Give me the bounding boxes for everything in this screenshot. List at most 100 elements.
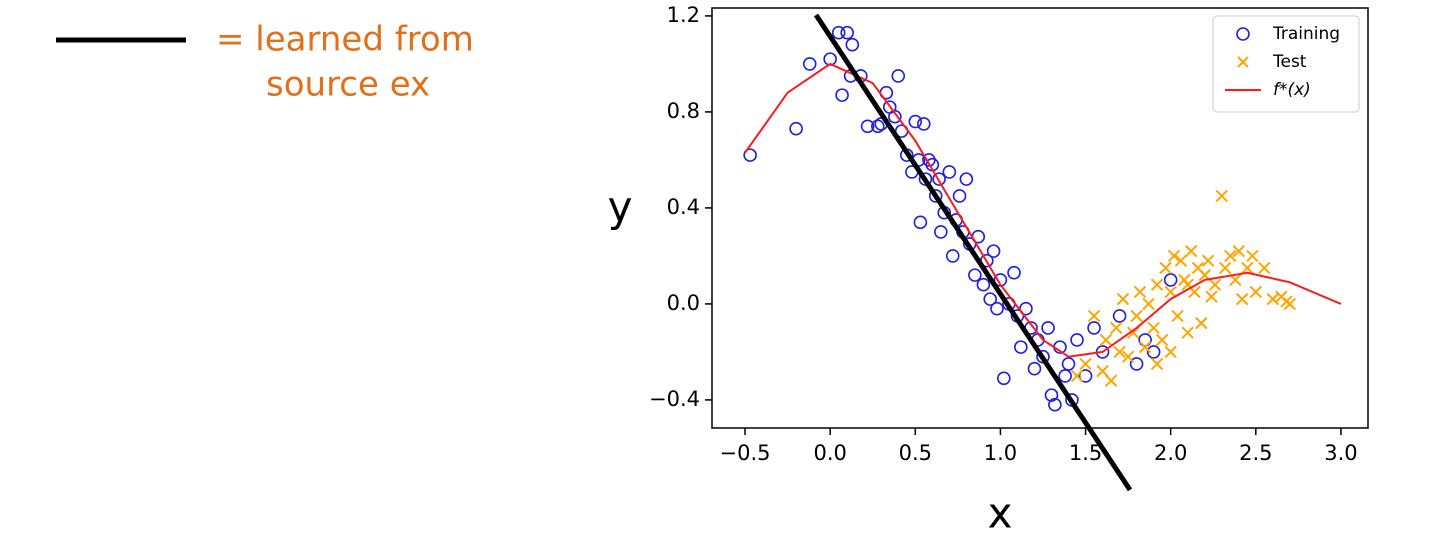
test-point [1201,254,1215,267]
annotation-text: = learned from [216,20,474,60]
training-point [831,25,846,40]
x-tick-label: 2.0 [1154,441,1187,465]
training-point [845,37,860,52]
test-point [1195,316,1208,330]
test-point [1174,254,1188,267]
training-point [835,88,849,102]
training-point [1078,369,1093,383]
test-point [1249,285,1263,299]
plot-area [743,25,1342,412]
x-tick-label: 0.5 [899,441,932,465]
legend-marker [1236,27,1250,41]
training-point [1112,309,1127,323]
training-point [840,25,854,40]
test-point [1121,350,1135,363]
test-point [1235,292,1249,306]
training-point [871,119,885,134]
y-tick-label: −0.4 [649,387,700,411]
training-point [860,119,875,134]
legend-label: f*(x) [1273,80,1311,100]
training-point [802,57,817,71]
test-point [1246,249,1259,263]
x-axis-label: x [988,489,1013,538]
training-point [743,148,757,162]
test-point [1167,249,1181,263]
training-point [959,172,974,186]
test-point [1184,244,1198,258]
legend-marker [1237,56,1249,68]
training-point [942,165,957,179]
test-point [1109,321,1123,335]
training-point [1146,345,1161,359]
y-tick-label: 0.0 [667,291,700,315]
test-point [1159,261,1172,275]
legend-box [1212,15,1360,113]
learned-line [813,13,1133,492]
test-point [1079,357,1092,371]
test-point [1130,309,1143,323]
legend-label: Test [1272,52,1307,72]
test-point [1266,292,1280,306]
training-point [997,371,1011,386]
training-point [983,292,997,306]
test-point [1208,278,1222,291]
x-tick-label: 1.5 [1069,441,1102,465]
training-point [1044,388,1059,402]
test-point [1181,326,1194,339]
training-point [1041,321,1055,335]
training-point [891,69,906,83]
training-point [952,189,967,203]
test-point [1218,261,1232,275]
training-point [789,121,803,136]
training-point [928,189,943,203]
training-point [888,109,902,124]
training-point [1129,357,1144,371]
test-point [1171,309,1184,323]
test-point [1155,333,1169,347]
annotation-text: source ex [266,65,430,105]
test-point [1258,261,1271,275]
training-point [1070,333,1084,347]
training-point [1007,265,1021,280]
training-point [976,277,991,292]
test-point [1150,278,1164,291]
x-tick-label: 0.0 [813,441,846,465]
x-tick-label: −0.5 [720,441,771,465]
training-point [1014,340,1028,354]
training-point [913,215,928,230]
test-point [1164,345,1177,359]
test-point [1232,244,1245,258]
training-point [916,117,931,131]
test-point [1150,357,1164,371]
training-point [1048,397,1062,412]
training-point [986,244,1001,258]
test-point [1070,369,1084,383]
training-point [934,225,948,239]
y-axis-label: y [608,183,633,232]
test-point [1224,249,1237,263]
training-point [1163,273,1178,287]
curve [744,62,1342,358]
training-point [945,249,960,263]
training-point [968,268,982,282]
test-point [1087,309,1101,323]
test-point [1138,340,1152,354]
test-point [1133,285,1147,299]
y-tick-label: 1.2 [667,3,700,27]
test-point [1147,321,1160,335]
test-point [1116,292,1130,306]
training-point [990,301,1004,316]
test-point [1142,297,1155,311]
test-point [1113,345,1126,359]
test-point [1164,285,1177,299]
axes-frame [711,7,1369,429]
test-point [1215,189,1228,203]
test-point [1099,333,1113,347]
x-tick-label: 3.0 [1324,441,1357,465]
y-tick-label: 0.4 [667,195,700,219]
training-point [1058,369,1072,383]
training-point [1027,361,1042,376]
y-tick-label: 0.8 [667,99,700,123]
training-point [1061,357,1076,371]
